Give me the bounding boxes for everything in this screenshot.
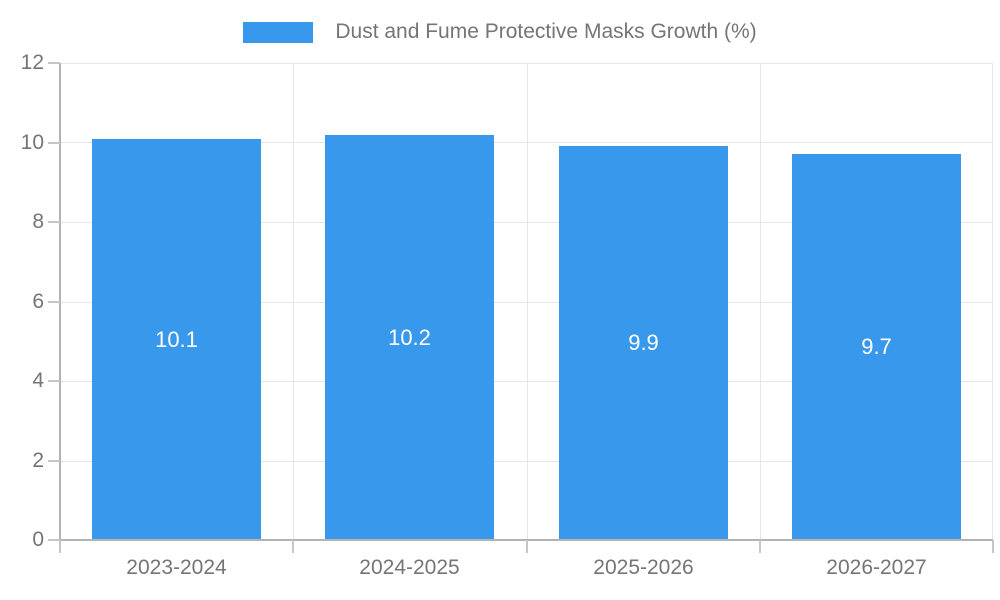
x-tick-mark	[992, 540, 994, 553]
x-category-label: 2023-2024	[126, 556, 227, 579]
bar-value-label: 9.9	[628, 330, 659, 355]
y-axis-line	[59, 63, 61, 553]
y-gridline	[60, 63, 993, 64]
y-tick-label: 6	[32, 290, 44, 313]
bar-2024-2025[interactable]: 10.2	[325, 135, 494, 540]
bar-2023-2024[interactable]: 10.1	[92, 139, 261, 540]
bar-value-label: 10.1	[155, 327, 198, 352]
x-category-label: 2026-2027	[826, 556, 927, 579]
y-tick-label: 12	[20, 51, 44, 74]
bar-value-label: 9.7	[861, 334, 892, 359]
x-tick-mark	[526, 540, 528, 553]
bar-2026-2027[interactable]: 9.7	[792, 154, 961, 540]
x-tick-mark	[59, 540, 61, 553]
legend-label: Dust and Fume Protective Masks Growth (%…	[335, 20, 757, 43]
y-tick-mark	[48, 380, 60, 382]
y-tick-mark	[48, 301, 60, 303]
y-tick-label: 10	[20, 131, 44, 154]
x-tick-mark	[759, 540, 761, 553]
bar-value-label: 10.2	[388, 325, 431, 350]
y-gridline	[60, 461, 993, 462]
y-gridline	[60, 222, 993, 223]
y-tick-mark	[48, 460, 60, 462]
y-gridline	[60, 381, 993, 382]
y-tick-label: 8	[32, 210, 44, 233]
x-category-label: 2025-2026	[593, 556, 694, 579]
y-tick-mark	[48, 62, 60, 64]
y-tick-mark	[48, 539, 60, 541]
y-gridline	[60, 302, 993, 303]
x-gridline	[760, 63, 761, 540]
y-tick-label: 4	[32, 369, 44, 392]
legend-swatch	[243, 21, 314, 43]
legend[interactable]: Dust and Fume Protective Masks Growth (%…	[0, 20, 1000, 44]
y-tick-label: 0	[32, 528, 44, 551]
y-tick-mark	[48, 221, 60, 223]
x-gridline	[293, 63, 294, 540]
y-tick-mark	[48, 142, 60, 144]
plot-area: 10.1 10.2 9.9 9.7	[60, 63, 993, 540]
x-gridline	[527, 63, 528, 540]
x-category-label: 2024-2025	[359, 556, 460, 579]
y-gridline	[60, 142, 993, 143]
y-tick-label: 2	[32, 449, 44, 472]
x-gridline	[992, 63, 993, 540]
bar-2025-2026[interactable]: 9.9	[559, 146, 728, 540]
x-tick-mark	[292, 540, 294, 553]
